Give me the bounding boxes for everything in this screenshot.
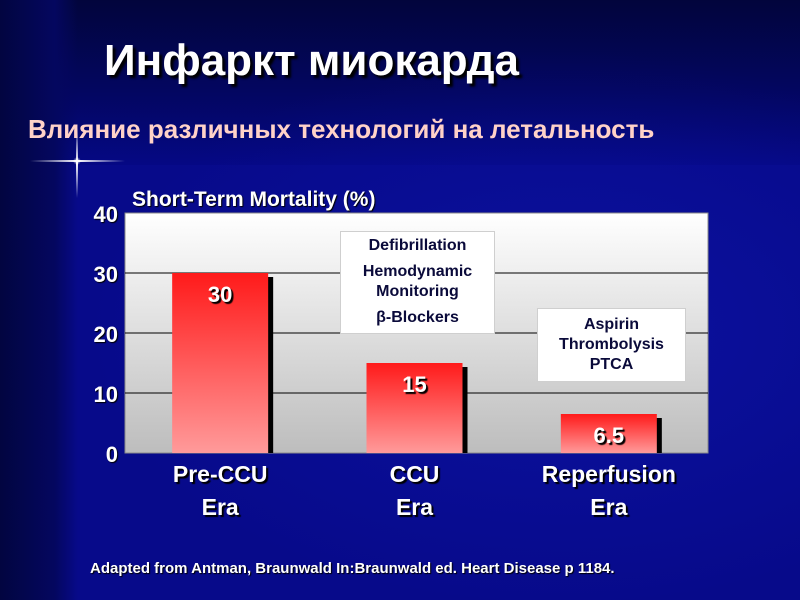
y-tick-label: 0 <box>106 442 118 467</box>
x-category-label: Era <box>202 494 239 520</box>
intervention-hemodynamic: Hemodynamic <box>362 263 473 280</box>
intervention-monitoring: Monitoring <box>376 283 459 300</box>
intervention-aspirin: Aspirin <box>583 316 640 333</box>
y-tick-label: 20 <box>94 322 118 347</box>
bar-data-label: 15 <box>402 372 426 397</box>
bar <box>366 363 463 453</box>
bar <box>560 414 657 453</box>
x-category-label: Reperfusion <box>542 461 676 487</box>
x-category-label: Era <box>396 494 433 520</box>
slide-subtitle: Влияние различных технологий на летально… <box>28 114 655 144</box>
chart-title: Short-Term Mortality (%) <box>132 188 375 211</box>
y-tick-label: 10 <box>94 382 118 407</box>
source-citation: Adapted from Antman, Braunwald In:Braunw… <box>90 560 615 577</box>
x-category-label: Pre-CCU <box>173 461 268 487</box>
y-tick-label: 30 <box>94 262 118 287</box>
slide-left-band <box>0 0 78 600</box>
bar-data-label: 30 <box>208 282 232 307</box>
slide-title: Инфаркт миокарда <box>104 36 519 85</box>
intervention-ptca: PTCA <box>589 356 634 373</box>
ccu-interventions-box: Defibrillation Hemodynamic Monitoring β-… <box>340 231 495 334</box>
sparkle-center <box>73 157 81 165</box>
reperfusion-interventions-box: Aspirin Thrombolysis PTCA <box>537 308 686 382</box>
x-category-label: Era <box>590 494 627 520</box>
bar <box>172 273 269 453</box>
y-tick-label: 40 <box>94 202 118 227</box>
slide-header-band <box>0 0 800 165</box>
bar-data-label: 6.5 <box>594 423 625 448</box>
intervention-defibrillation: Defibrillation <box>368 237 467 254</box>
intervention-beta-blockers: β-Blockers <box>376 309 459 326</box>
x-category-label: CCU <box>390 461 440 487</box>
intervention-thrombolysis: Thrombolysis <box>559 336 664 353</box>
